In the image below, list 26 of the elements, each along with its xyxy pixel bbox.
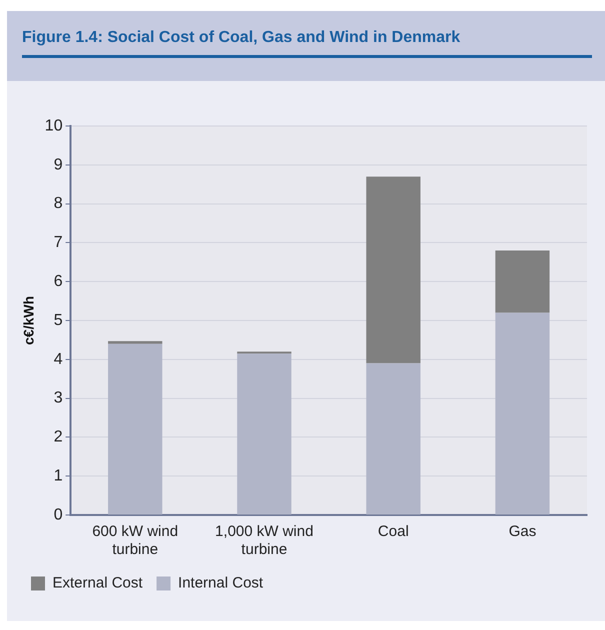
y-tick-label: 0 [54, 506, 63, 524]
legend-label: Internal Cost [178, 574, 264, 592]
y-tick-label: 7 [54, 234, 63, 252]
x-tick-label: 600 kW wind turbine [92, 523, 178, 558]
y-axis-title: c€/kWh [20, 296, 36, 346]
y-tick-label: 5 [54, 312, 63, 329]
bar [108, 341, 162, 344]
x-tick-label: 1,000 kW wind turbine [215, 523, 314, 558]
y-tick-label: 6 [54, 273, 63, 290]
y-tick-label: 1 [54, 468, 63, 485]
x-tick-label: Coal [378, 523, 409, 540]
bar [366, 363, 420, 514]
chart-title: Figure 1.4: Social Cost of Coal, Gas and Wind in Denmark [22, 29, 592, 58]
bar [495, 250, 550, 313]
y-tick-label: 10 [44, 117, 63, 134]
legend-label: External Cost [52, 574, 144, 592]
y-tick-label: 9 [54, 156, 63, 174]
bar [495, 312, 550, 514]
bar [366, 176, 420, 364]
y-tick-label: 8 [54, 195, 63, 212]
bar [108, 344, 162, 514]
x-tick-label: Gas [508, 523, 536, 540]
y-tick-label: 4 [54, 350, 63, 368]
bar [237, 354, 292, 514]
y-tick-label: 3 [54, 390, 63, 407]
y-tick-label: 2 [54, 428, 63, 446]
